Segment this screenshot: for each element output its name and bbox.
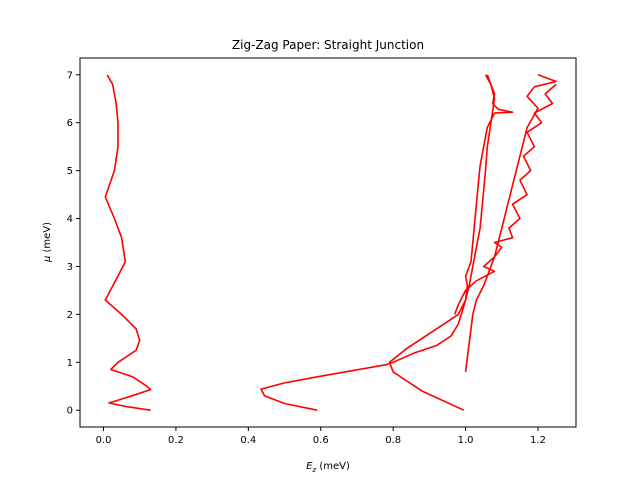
x-axis-ticks: 0.0 0.2 0.4 0.6 0.8 1.0 1.2: [96, 427, 546, 446]
series-layer: [104, 74, 557, 411]
y-tick-label: 1: [67, 358, 73, 369]
y-tick-label: 3: [67, 262, 73, 273]
series-line-2: [260, 74, 496, 411]
y-axis-label-main: μ: [42, 256, 53, 263]
series-line-3: [388, 74, 514, 411]
y-axis-label-unit: (meV): [42, 222, 53, 256]
x-axis-label-unit: (meV): [316, 461, 350, 472]
y-tick-label: 0: [67, 406, 73, 417]
y-axis-label: μ (meV): [42, 222, 53, 263]
x-axis-label-sub: z: [311, 466, 316, 474]
y-tick-label: 6: [67, 118, 73, 129]
x-axis-label: Ez (meV): [306, 461, 350, 474]
x-tick-label: 0.4: [240, 435, 256, 446]
y-tick-label: 5: [67, 166, 73, 177]
x-tick-label: 1.0: [458, 435, 474, 446]
x-tick-label: 1.2: [530, 435, 546, 446]
y-tick-label: 2: [67, 310, 73, 321]
x-tick-label: 0.8: [385, 435, 401, 446]
x-axis-label-main: E: [306, 461, 313, 472]
y-axis-ticks: 0 1 2 3 4 5 6 7: [67, 70, 80, 417]
y-tick-label: 4: [67, 214, 73, 225]
series-line-5: [453, 83, 557, 315]
y-tick-label: 7: [67, 70, 73, 81]
series-line-1: [104, 74, 152, 411]
x-tick-label: 0.0: [96, 435, 112, 446]
chart-title: Zig-Zag Paper: Straight Junction: [232, 38, 424, 52]
x-tick-label: 0.6: [313, 435, 329, 446]
plot-frame: [79, 57, 577, 428]
series-line-4: [464, 74, 557, 372]
x-tick-label: 0.2: [168, 435, 184, 446]
